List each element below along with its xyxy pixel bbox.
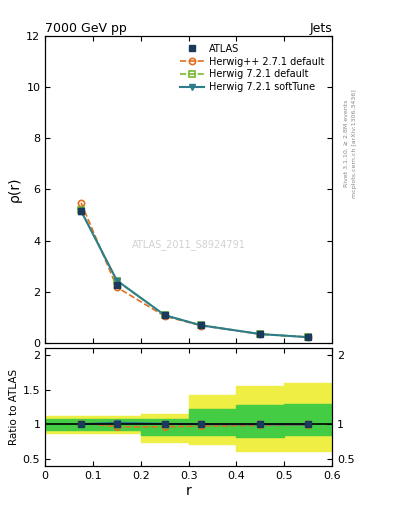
- Legend: ATLAS, Herwig++ 2.7.1 default, Herwig 7.2.1 default, Herwig 7.2.1 softTune: ATLAS, Herwig++ 2.7.1 default, Herwig 7.…: [177, 40, 327, 95]
- Text: Rivet 3.1.10, ≥ 2.8M events: Rivet 3.1.10, ≥ 2.8M events: [344, 100, 349, 187]
- Text: mcplots.cern.ch [arXiv:1306.3436]: mcplots.cern.ch [arXiv:1306.3436]: [352, 89, 357, 198]
- Text: 7000 GeV pp: 7000 GeV pp: [45, 22, 127, 35]
- Text: ATLAS_2011_S8924791: ATLAS_2011_S8924791: [132, 239, 246, 250]
- Y-axis label: Ratio to ATLAS: Ratio to ATLAS: [9, 369, 18, 445]
- Text: Jets: Jets: [309, 22, 332, 35]
- Y-axis label: ρ(r): ρ(r): [8, 177, 22, 202]
- X-axis label: r: r: [186, 483, 191, 498]
